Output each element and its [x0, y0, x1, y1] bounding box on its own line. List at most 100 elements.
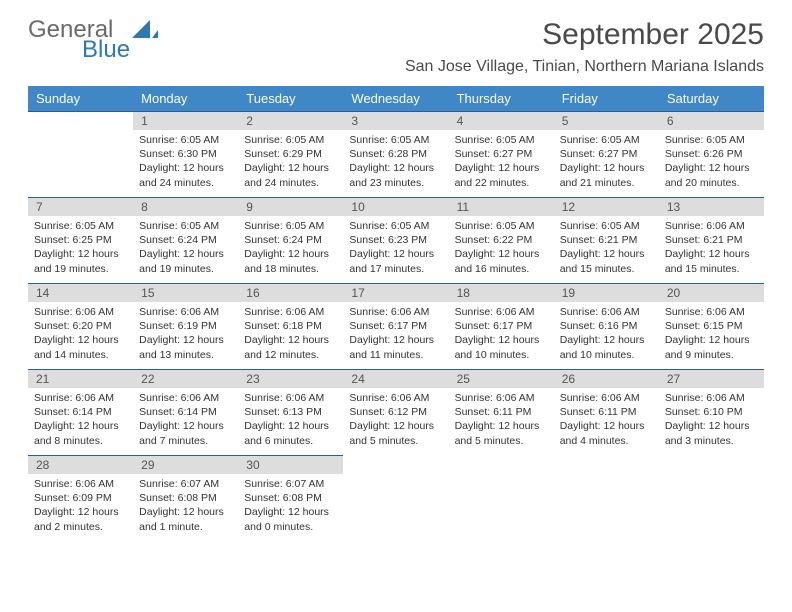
sunrise-text: Sunrise: 6:06 AM: [665, 219, 758, 233]
sunrise-text: Sunrise: 6:06 AM: [349, 391, 442, 405]
day-details: Sunrise: 6:05 AMSunset: 6:27 PMDaylight:…: [449, 130, 554, 192]
day-details: Sunrise: 6:06 AMSunset: 6:18 PMDaylight:…: [238, 302, 343, 364]
day-number: 6: [659, 112, 764, 130]
sunrise-text: Sunrise: 6:07 AM: [139, 477, 232, 491]
daylight-text: Daylight: 12 hours and 20 minutes.: [665, 161, 758, 189]
calendar-day-cell: 8Sunrise: 6:05 AMSunset: 6:24 PMDaylight…: [133, 198, 238, 284]
sunset-text: Sunset: 6:08 PM: [139, 491, 232, 505]
sunrise-text: Sunrise: 6:05 AM: [34, 219, 127, 233]
daylight-text: Daylight: 12 hours and 15 minutes.: [560, 247, 653, 275]
sunset-text: Sunset: 6:16 PM: [560, 319, 653, 333]
calendar-day-cell: 9Sunrise: 6:05 AMSunset: 6:24 PMDaylight…: [238, 198, 343, 284]
calendar-day-cell: 13Sunrise: 6:06 AMSunset: 6:21 PMDayligh…: [659, 198, 764, 284]
day-details: Sunrise: 6:07 AMSunset: 6:08 PMDaylight:…: [133, 474, 238, 536]
daylight-text: Daylight: 12 hours and 24 minutes.: [244, 161, 337, 189]
calendar-header-row: SundayMondayTuesdayWednesdayThursdayFrid…: [28, 86, 764, 112]
day-details: Sunrise: 6:05 AMSunset: 6:30 PMDaylight:…: [133, 130, 238, 192]
calendar-week-row: 21Sunrise: 6:06 AMSunset: 6:14 PMDayligh…: [28, 370, 764, 456]
daylight-text: Daylight: 12 hours and 19 minutes.: [34, 247, 127, 275]
daylight-text: Daylight: 12 hours and 22 minutes.: [455, 161, 548, 189]
day-details: Sunrise: 6:05 AMSunset: 6:24 PMDaylight:…: [238, 216, 343, 278]
daylight-text: Daylight: 12 hours and 7 minutes.: [139, 419, 232, 447]
calendar-day-cell: 20Sunrise: 6:06 AMSunset: 6:15 PMDayligh…: [659, 284, 764, 370]
sunset-text: Sunset: 6:24 PM: [244, 233, 337, 247]
sunrise-text: Sunrise: 6:05 AM: [244, 219, 337, 233]
daylight-text: Daylight: 12 hours and 1 minute.: [139, 505, 232, 533]
sunrise-text: Sunrise: 6:06 AM: [244, 305, 337, 319]
calendar-day-cell: 27Sunrise: 6:06 AMSunset: 6:10 PMDayligh…: [659, 370, 764, 456]
sunrise-text: Sunrise: 6:06 AM: [560, 305, 653, 319]
calendar-day-cell: [659, 456, 764, 542]
calendar-day-cell: [28, 112, 133, 198]
day-of-week-header: Monday: [133, 86, 238, 112]
day-details: Sunrise: 6:06 AMSunset: 6:13 PMDaylight:…: [238, 388, 343, 450]
day-number: 17: [343, 284, 448, 302]
daylight-text: Daylight: 12 hours and 8 minutes.: [34, 419, 127, 447]
sunrise-text: Sunrise: 6:06 AM: [665, 305, 758, 319]
day-of-week-header: Saturday: [659, 86, 764, 112]
day-of-week-header: Wednesday: [343, 86, 448, 112]
calendar-day-cell: 1Sunrise: 6:05 AMSunset: 6:30 PMDaylight…: [133, 112, 238, 198]
daylight-text: Daylight: 12 hours and 15 minutes.: [665, 247, 758, 275]
sunrise-text: Sunrise: 6:05 AM: [349, 133, 442, 147]
day-number: 21: [28, 370, 133, 388]
daylight-text: Daylight: 12 hours and 5 minutes.: [455, 419, 548, 447]
title-block: September 2025 San Jose Village, Tinian,…: [405, 18, 764, 76]
sunset-text: Sunset: 6:27 PM: [560, 147, 653, 161]
calendar-day-cell: 16Sunrise: 6:06 AMSunset: 6:18 PMDayligh…: [238, 284, 343, 370]
month-title: September 2025: [405, 18, 764, 52]
daylight-text: Daylight: 12 hours and 16 minutes.: [455, 247, 548, 275]
day-details: Sunrise: 6:05 AMSunset: 6:26 PMDaylight:…: [659, 130, 764, 192]
day-number: 8: [133, 198, 238, 216]
calendar-day-cell: 11Sunrise: 6:05 AMSunset: 6:22 PMDayligh…: [449, 198, 554, 284]
day-number: 9: [238, 198, 343, 216]
daylight-text: Daylight: 12 hours and 10 minutes.: [455, 333, 548, 361]
day-of-week-header: Friday: [554, 86, 659, 112]
day-of-week-header: Thursday: [449, 86, 554, 112]
sunset-text: Sunset: 6:20 PM: [34, 319, 127, 333]
day-details: Sunrise: 6:05 AMSunset: 6:23 PMDaylight:…: [343, 216, 448, 278]
sunrise-text: Sunrise: 6:06 AM: [34, 477, 127, 491]
day-details: Sunrise: 6:06 AMSunset: 6:10 PMDaylight:…: [659, 388, 764, 450]
calendar-day-cell: 7Sunrise: 6:05 AMSunset: 6:25 PMDaylight…: [28, 198, 133, 284]
day-number: 5: [554, 112, 659, 130]
daylight-text: Daylight: 12 hours and 14 minutes.: [34, 333, 127, 361]
day-details: Sunrise: 6:06 AMSunset: 6:21 PMDaylight:…: [659, 216, 764, 278]
day-details: Sunrise: 6:06 AMSunset: 6:12 PMDaylight:…: [343, 388, 448, 450]
sunset-text: Sunset: 6:14 PM: [34, 405, 127, 419]
sunrise-text: Sunrise: 6:05 AM: [139, 133, 232, 147]
brand-word2: Blue: [82, 38, 130, 62]
day-number: 4: [449, 112, 554, 130]
day-details: Sunrise: 6:06 AMSunset: 6:15 PMDaylight:…: [659, 302, 764, 364]
daylight-text: Daylight: 12 hours and 3 minutes.: [665, 419, 758, 447]
day-number: 22: [133, 370, 238, 388]
daylight-text: Daylight: 12 hours and 10 minutes.: [560, 333, 653, 361]
day-details: Sunrise: 6:06 AMSunset: 6:17 PMDaylight:…: [343, 302, 448, 364]
brand-sail-icon: [132, 20, 160, 44]
calendar-day-cell: 17Sunrise: 6:06 AMSunset: 6:17 PMDayligh…: [343, 284, 448, 370]
day-number: 11: [449, 198, 554, 216]
calendar-day-cell: [449, 456, 554, 542]
sunrise-text: Sunrise: 6:06 AM: [139, 305, 232, 319]
daylight-text: Daylight: 12 hours and 23 minutes.: [349, 161, 442, 189]
sunset-text: Sunset: 6:19 PM: [139, 319, 232, 333]
calendar-week-row: 28Sunrise: 6:06 AMSunset: 6:09 PMDayligh…: [28, 456, 764, 542]
calendar-day-cell: 26Sunrise: 6:06 AMSunset: 6:11 PMDayligh…: [554, 370, 659, 456]
sunrise-text: Sunrise: 6:06 AM: [455, 391, 548, 405]
sunset-text: Sunset: 6:13 PM: [244, 405, 337, 419]
daylight-text: Daylight: 12 hours and 12 minutes.: [244, 333, 337, 361]
sunrise-text: Sunrise: 6:05 AM: [244, 133, 337, 147]
sunset-text: Sunset: 6:30 PM: [139, 147, 232, 161]
calendar-day-cell: 12Sunrise: 6:05 AMSunset: 6:21 PMDayligh…: [554, 198, 659, 284]
calendar-day-cell: 2Sunrise: 6:05 AMSunset: 6:29 PMDaylight…: [238, 112, 343, 198]
calendar-table: SundayMondayTuesdayWednesdayThursdayFrid…: [28, 86, 764, 542]
day-details: Sunrise: 6:05 AMSunset: 6:27 PMDaylight:…: [554, 130, 659, 192]
calendar-day-cell: 24Sunrise: 6:06 AMSunset: 6:12 PMDayligh…: [343, 370, 448, 456]
daylight-text: Daylight: 12 hours and 19 minutes.: [139, 247, 232, 275]
sunrise-text: Sunrise: 6:06 AM: [139, 391, 232, 405]
day-number: 2: [238, 112, 343, 130]
day-number: 18: [449, 284, 554, 302]
sunrise-text: Sunrise: 6:05 AM: [560, 219, 653, 233]
sunset-text: Sunset: 6:27 PM: [455, 147, 548, 161]
daylight-text: Daylight: 12 hours and 0 minutes.: [244, 505, 337, 533]
